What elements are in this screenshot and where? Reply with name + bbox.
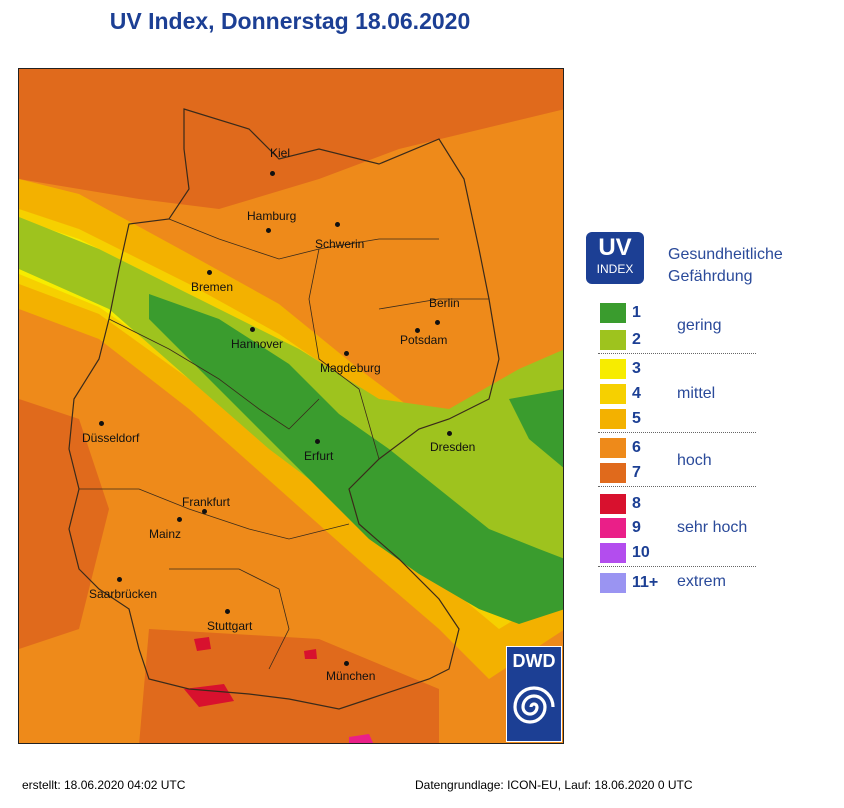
legend-value-8: 8 <box>632 495 641 512</box>
legend-swatch-8 <box>600 494 626 514</box>
city-dot <box>177 517 182 522</box>
uv-badge-main: UV <box>598 234 632 261</box>
city-dot <box>117 577 122 582</box>
uv-index-map: Kiel Hamburg Schwerin Bremen Berlin Pots… <box>18 68 564 744</box>
legend-value-5: 5 <box>632 410 641 427</box>
uv-zone-1-east <box>509 389 563 468</box>
legend-value-10: 10 <box>632 544 650 561</box>
uv-index-badge: UV INDEX <box>586 232 644 284</box>
legend-separator <box>598 486 756 487</box>
dwd-logo-text: DWD <box>512 651 556 671</box>
state-border-central <box>308 248 380 460</box>
city-label-saarbruecken: Saarbrücken <box>89 587 158 601</box>
legend-swatch-1 <box>600 303 626 323</box>
city-label-erfurt: Erfurt <box>304 449 334 463</box>
city-dot <box>415 328 420 333</box>
uv-zone-8-spot2 <box>304 649 317 659</box>
uv-zone-7-west <box>19 399 109 649</box>
legend-value-2: 2 <box>632 331 641 348</box>
legend-category-sehr-hoch: sehr hoch <box>677 519 748 536</box>
dwd-logo: DWD <box>506 646 562 742</box>
legend-value-6: 6 <box>632 439 641 456</box>
uv-zone-1 <box>149 294 563 624</box>
legend-header: Gesundheitliche Gefährdung <box>668 244 783 288</box>
legend-value-7: 7 <box>632 464 641 481</box>
city-dot <box>225 609 230 614</box>
legend-separator <box>598 566 756 567</box>
legend-swatch-6 <box>600 438 626 458</box>
city-dot <box>270 171 275 176</box>
uv-zone-7-south <box>139 629 439 743</box>
city-label-potsdam: Potsdam <box>400 333 448 347</box>
city-label-frankfurt: Frankfurt <box>182 495 231 509</box>
created-timestamp: erstellt: 18.06.2020 04:02 UTC <box>22 778 186 792</box>
city-label-hamburg: Hamburg <box>247 209 297 223</box>
city-label-magdeburg: Magdeburg <box>320 361 381 375</box>
legend-category-hoch: hoch <box>677 452 712 469</box>
state-border-north <box>168 218 439 260</box>
city-label-bremen: Bremen <box>191 280 234 294</box>
city-label-hannover: Hannover <box>231 337 284 351</box>
legend-category-gering: gering <box>677 317 722 334</box>
legend-category-mittel: mittel <box>677 385 716 402</box>
legend-swatch-2 <box>600 330 626 350</box>
legend-header-line1: Gesundheitliche <box>668 246 783 263</box>
legend-value-4: 4 <box>632 385 641 402</box>
state-border-east <box>378 298 489 310</box>
city-dot <box>315 439 320 444</box>
legend-swatch-4 <box>600 384 626 404</box>
city-dot <box>250 327 255 332</box>
legend-swatch-7 <box>600 463 626 483</box>
state-border-south1 <box>79 488 350 540</box>
legend-swatch-10 <box>600 543 626 563</box>
legend-value-11plus: 11+ <box>632 574 659 591</box>
city-dot <box>335 222 340 227</box>
city-label-schwerin: Schwerin <box>315 237 365 251</box>
city-dot <box>435 320 440 325</box>
uv-zone-7-north <box>19 69 563 209</box>
city-dot <box>447 431 452 436</box>
legend-separator <box>598 432 756 433</box>
uv-badge-sub: INDEX <box>596 262 634 276</box>
legend-swatch-11plus <box>600 573 626 593</box>
legend-swatch-5 <box>600 409 626 429</box>
city-label-stuttgart: Stuttgart <box>207 619 253 633</box>
city-dot <box>344 661 349 666</box>
city-label-duesseldorf: Düsseldorf <box>82 431 140 445</box>
uv-zone-8-spot <box>194 637 211 651</box>
city-label-kiel: Kiel <box>270 146 291 160</box>
city-dot <box>207 270 212 275</box>
city-dot <box>99 421 104 426</box>
legend-value-1: 1 <box>632 304 641 321</box>
legend-swatch-9 <box>600 518 626 538</box>
legend-swatch-3 <box>600 359 626 379</box>
state-border-south2 <box>169 568 290 670</box>
data-source: Datengrundlage: ICON-EU, Lauf: 18.06.202… <box>415 778 693 792</box>
city-label-dresden: Dresden <box>430 440 476 454</box>
legend-separator <box>598 353 756 354</box>
city-label-mainz: Mainz <box>149 527 182 541</box>
legend-category-extrem: extrem <box>677 573 726 590</box>
city-dot <box>202 509 207 514</box>
map-title: UV Index, Donnerstag 18.06.2020 <box>109 8 471 34</box>
germany-border <box>68 108 500 710</box>
city-label-muenchen: München <box>326 669 376 683</box>
city-label-berlin: Berlin <box>429 296 460 310</box>
city-dot <box>344 351 349 356</box>
dwd-swirl-icon <box>513 686 555 724</box>
legend-value-9: 9 <box>632 519 641 536</box>
state-border-middle <box>108 318 320 430</box>
uv-zone-9-spot <box>349 734 374 743</box>
uv-map-canvas <box>19 69 563 743</box>
city-dot <box>266 228 271 233</box>
legend-header-line2: Gefährdung <box>668 268 753 285</box>
legend-value-3: 3 <box>632 360 641 377</box>
